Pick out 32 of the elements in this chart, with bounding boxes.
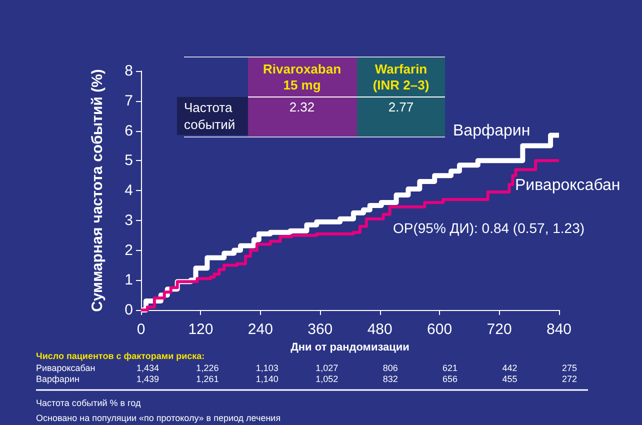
annotation: ОР(95% ДИ): 0.84 (0.57, 1.23) [393,220,585,236]
y-tick-label: 7 [124,92,133,110]
annotation: 2.32 [289,100,315,114]
annotation: Частота событий [184,100,236,132]
series-label: Ривароксабан [515,177,620,194]
y-tick-label: 4 [124,182,133,199]
text: Основано на популяции «по протоколу» в период лечения [36,413,281,423]
y-tick-label: 3 [124,212,133,229]
x-tick-label: 480 [367,321,392,338]
y-tick-label: 2 [124,242,133,259]
y-axis-title: Суммарная частота событий (%) [89,69,106,312]
x-tick-label: 240 [248,321,273,338]
text: Варфарин 1,439 1,261 1,140 1,052 832 656 455 272 [36,374,577,384]
y-tick-label: 1 [124,272,133,289]
series-label: Варфарин [453,122,530,140]
y-tick-label: 8 [124,62,133,80]
x-tick-label: 360 [308,321,333,338]
text: Частота событий % в год [36,398,142,408]
annotation: Rivaroxaban 15 mg [262,62,342,92]
x-tick-label: 600 [427,321,452,338]
annotation: 2.77 [388,100,414,114]
y-tick-label: 6 [124,122,133,140]
x-axis-title: Дни от рандомизации [290,342,410,354]
y-tick-label: 0 [124,302,133,318]
text: Ривароксабан 1,434 1,226 1,103 1,027 806 621 442 275 [36,363,577,373]
annotation: Warfarin (INR 2–3) [372,62,430,92]
x-tick-label: 720 [486,321,512,338]
y-tick-label: 5 [124,152,133,170]
text: Число пациентов с факторами риска: [36,351,205,361]
x-tick-label: 840 [546,321,572,338]
x-tick-label: 120 [188,321,214,338]
x-tick-label: 0 [136,321,146,338]
